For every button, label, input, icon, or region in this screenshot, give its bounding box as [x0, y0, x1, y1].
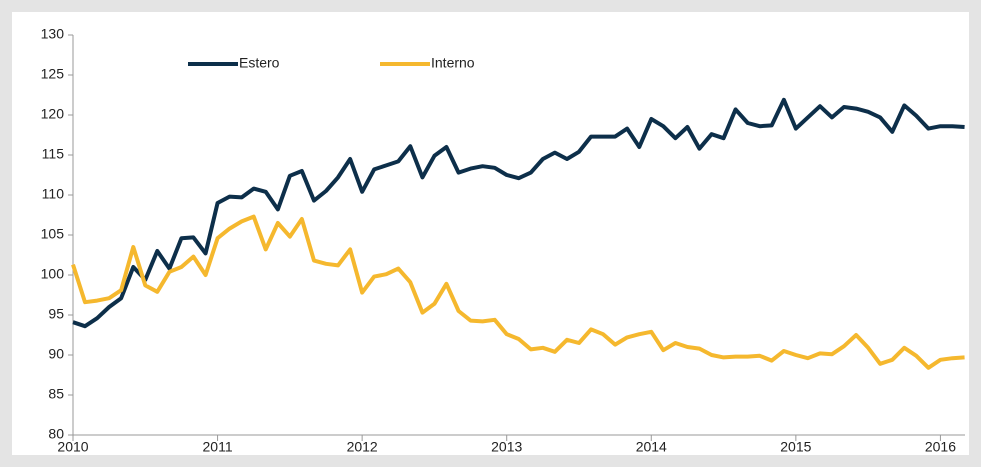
y-tick-label: 95 [48, 306, 64, 322]
legend-label: Estero [239, 55, 280, 71]
y-tick-label: 85 [48, 386, 64, 402]
plot-panel [12, 12, 969, 455]
legend-label: Interno [431, 55, 475, 71]
y-tick-label: 100 [41, 266, 65, 282]
x-tick-label: 2014 [636, 439, 667, 455]
y-tick-label: 125 [41, 66, 65, 82]
series-line [72, 97, 965, 329]
y-tick-label: 115 [42, 146, 65, 162]
x-tick-label: 2016 [925, 439, 956, 455]
series-line [71, 214, 965, 370]
y-tick-label: 120 [41, 106, 65, 122]
x-tick-label: 2011 [203, 439, 233, 455]
x-tick-label: 2015 [780, 439, 811, 455]
y-tick-label: 80 [48, 426, 64, 442]
x-tick-label: 2013 [491, 439, 522, 455]
x-tick-label: 2010 [57, 439, 88, 455]
y-tick-label: 110 [42, 186, 65, 202]
y-tick-label: 130 [41, 26, 65, 42]
y-tick-label: 105 [41, 226, 65, 242]
x-tick-label: 2012 [347, 439, 378, 455]
y-tick-label: 90 [48, 346, 64, 362]
